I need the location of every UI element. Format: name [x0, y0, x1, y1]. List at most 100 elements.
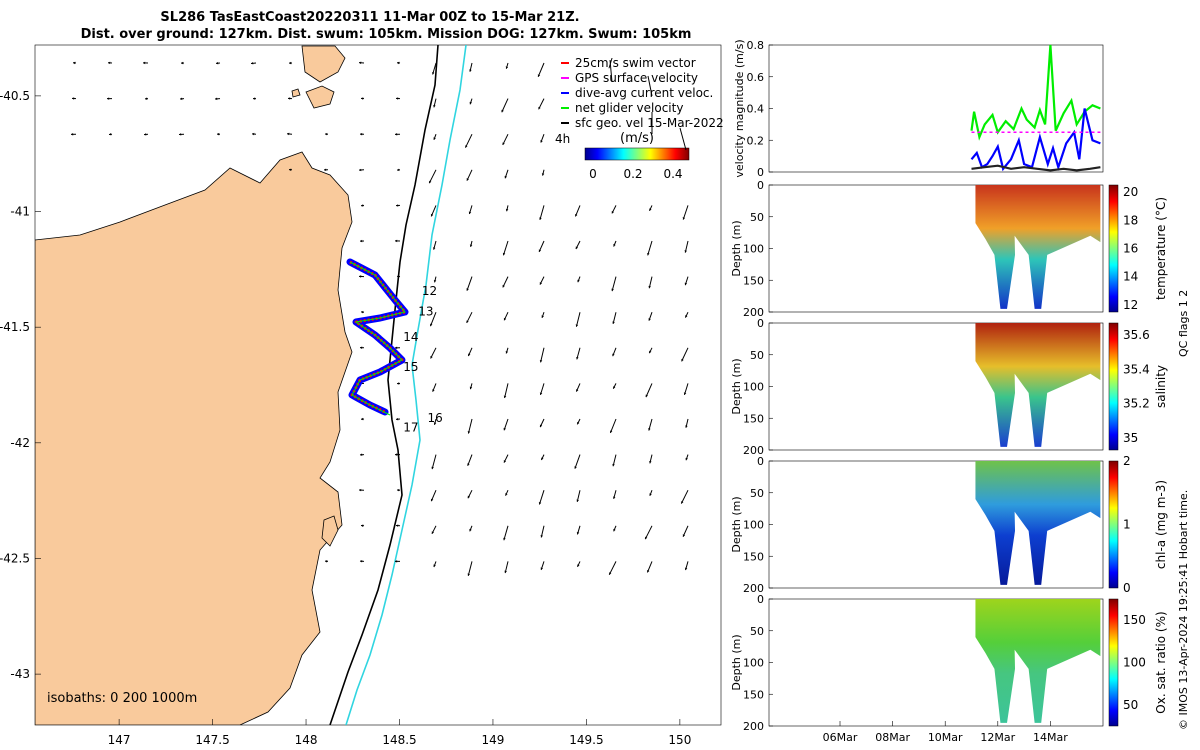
current-vector-head [397, 275, 400, 278]
small-island [291, 88, 301, 98]
depth-tick-label: 0 [757, 179, 764, 192]
current-vector-head [359, 61, 362, 65]
map-y-tick-label: -42 [10, 436, 30, 450]
current-vector-head [612, 496, 616, 499]
day-label: 16 [428, 411, 443, 425]
current-vector [681, 347, 689, 362]
current-vector-head [289, 61, 292, 65]
colorbar-tick-label: 12 [1123, 298, 1138, 312]
oxygen-panel: 0 50 100 150 200 Depth (m) 50 100 150 Ox. sat. ra… [730, 593, 1168, 733]
isobath-1000m [345, 45, 467, 725]
current-vector-head [685, 315, 688, 318]
current-vector-head [287, 132, 290, 136]
glider-track-green [349, 261, 406, 416]
day-label: 14 [403, 330, 418, 344]
current-vector-head [649, 493, 652, 496]
current-vector-head [684, 250, 688, 253]
current-vector-head [540, 535, 544, 538]
depth-tick-label: 100 [743, 243, 764, 256]
legend-entry-label: net glider velocity [575, 101, 683, 115]
current-vector-head [577, 564, 580, 567]
current-vector-head [577, 279, 580, 283]
current-vector-head [649, 460, 652, 464]
current-vector-head [469, 244, 473, 247]
day-label: 15 [403, 360, 418, 374]
current-vector-head [682, 534, 686, 537]
current-vector-head [613, 244, 616, 247]
depth-tick-label: 50 [750, 487, 764, 500]
current-vector-head [397, 488, 400, 492]
velocity-axes-box [768, 44, 1104, 173]
time-tick-label: 10Mar [928, 731, 963, 744]
current-vector-head [540, 140, 543, 143]
current-vector-head [469, 386, 473, 390]
current-vector [504, 383, 509, 399]
current-vector-head [430, 498, 434, 502]
depth-tick-label: 200 [743, 306, 764, 319]
current-vector-head [682, 217, 686, 220]
colorbar-tick-label: 50 [1123, 698, 1138, 712]
current-vector-head [541, 173, 545, 176]
current-vector-head [396, 417, 399, 421]
depth-tick-label: 150 [743, 550, 764, 563]
current-vector-head [395, 346, 398, 350]
current-vector [608, 561, 617, 576]
colorbar-label: salinity [1154, 365, 1168, 408]
current-vector-head [539, 282, 543, 285]
current-vector-head [324, 168, 327, 172]
current-vector [467, 561, 473, 577]
depth-axis-label: Depth (m) [730, 496, 743, 552]
current-vector-head [429, 180, 432, 184]
current-vector-head [468, 211, 472, 215]
current-vector-head [685, 425, 688, 428]
section-colorbar [1108, 460, 1119, 589]
current-vector-head [179, 133, 182, 136]
current-vector-head [431, 466, 434, 470]
legend-entry-label: 25cm/s swim vector [575, 56, 696, 70]
chlorophyll-panel: 0 50 100 150 200 Depth (m) 0 1 2 chl-a (mg m-3) [730, 454, 1168, 595]
depth-tick-label: 50 [750, 625, 764, 638]
current-vector-head [505, 208, 509, 212]
current-vector [503, 525, 509, 541]
current-vector-head [251, 61, 254, 65]
maria-island [321, 515, 339, 547]
current-vector-head [504, 570, 507, 574]
current-vector-head [395, 453, 398, 456]
colorbar-tick-label: 35.2 [1123, 397, 1150, 411]
current-vector-head [539, 424, 543, 428]
section-data-fill [975, 599, 1101, 723]
current-vector-head [360, 346, 363, 349]
current-vector [501, 98, 509, 113]
section-data-fill [975, 323, 1101, 447]
velocity-y-tick-label: 0.4 [747, 103, 765, 116]
depth-tick-label: 0 [757, 317, 764, 330]
current-vector-head [288, 97, 291, 100]
depth-tick-label: 100 [743, 381, 764, 394]
current-vector-head [253, 97, 256, 100]
colorbar-unit-label: (m/s) [620, 131, 654, 146]
map-y-tick-label: -42.5 [0, 551, 30, 565]
colorbar-tick-label: 0 [1123, 581, 1131, 595]
colorbar-tick-label: 16 [1123, 242, 1138, 256]
depth-tick-label: 150 [743, 688, 764, 701]
velocity-y-tick-label: 0.2 [747, 134, 765, 147]
current-vector [682, 205, 689, 220]
section-data-fill [975, 185, 1101, 309]
current-vector-head [433, 564, 436, 568]
current-vector-field [70, 61, 689, 577]
current-vector [575, 312, 581, 327]
current-vector-head [433, 137, 436, 140]
current-vector-head [612, 463, 615, 467]
map-x-tick-label: 148 [295, 733, 318, 747]
isobaths-legend: isobaths: 0 200 1000m [47, 691, 197, 706]
current-vector-head [505, 66, 509, 69]
current-vector-head [539, 217, 542, 220]
time-tick-label: 08Mar [875, 731, 910, 744]
current-vector-head [360, 239, 363, 243]
current-vector-head [469, 528, 472, 532]
colorbar-tick-label: 18 [1123, 213, 1138, 227]
current-vector-head [216, 61, 219, 65]
depth-tick-label: 200 [743, 444, 764, 457]
